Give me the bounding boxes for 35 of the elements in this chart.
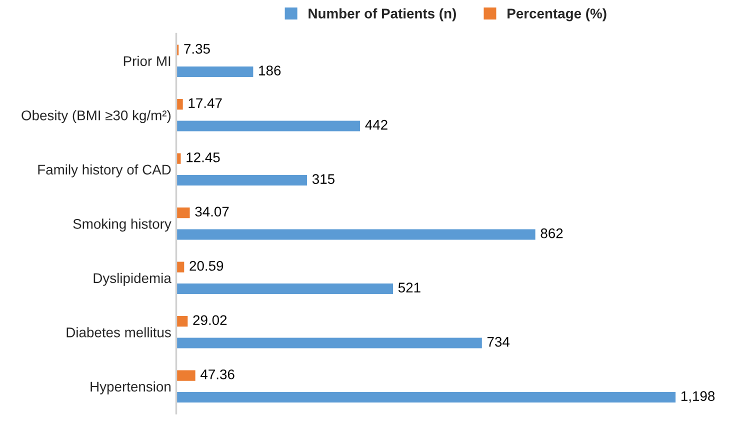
bar xyxy=(176,119,362,133)
data-label: 315 xyxy=(312,174,334,184)
bar xyxy=(176,98,184,111)
y-tick-label: Family history of CAD xyxy=(38,164,171,178)
data-label: 521 xyxy=(398,282,420,292)
bar xyxy=(176,336,484,350)
y-tick-label: Diabetes mellitus xyxy=(66,327,171,338)
data-label: 12.45 xyxy=(186,152,220,162)
bar xyxy=(176,368,197,382)
data-label: 862 xyxy=(540,228,563,238)
bar xyxy=(176,314,190,328)
bar xyxy=(176,206,192,220)
data-label: 17.47 xyxy=(188,98,222,108)
data-label: 1,198 xyxy=(681,391,715,403)
data-label: 29.02 xyxy=(193,315,227,326)
data-label: 20.59 xyxy=(190,260,224,271)
data-label: 47.36 xyxy=(200,369,234,380)
data-label: 34.07 xyxy=(195,206,229,217)
y-tick-label: Smoking history xyxy=(73,218,172,232)
data-label: 7.35 xyxy=(184,44,210,54)
data-label: 442 xyxy=(365,120,388,130)
y-tick-label: Prior MI xyxy=(124,56,170,66)
data-label: 186 xyxy=(259,66,281,76)
bar xyxy=(176,174,308,187)
y-tick-label: Hypertension xyxy=(90,381,170,394)
bar xyxy=(176,65,255,78)
data-label: 734 xyxy=(487,336,510,347)
y-tick-label: Dyslipidemia xyxy=(94,272,172,286)
legend-label: Number of Patients (n) xyxy=(308,8,456,22)
bar xyxy=(176,390,677,404)
y-tick-label: Obesity (BMI ≥30 kg/m²) xyxy=(22,110,171,124)
legend-label: Percentage (%) xyxy=(508,8,606,22)
bar xyxy=(176,260,186,274)
bar xyxy=(176,228,537,242)
bar xyxy=(176,282,394,296)
